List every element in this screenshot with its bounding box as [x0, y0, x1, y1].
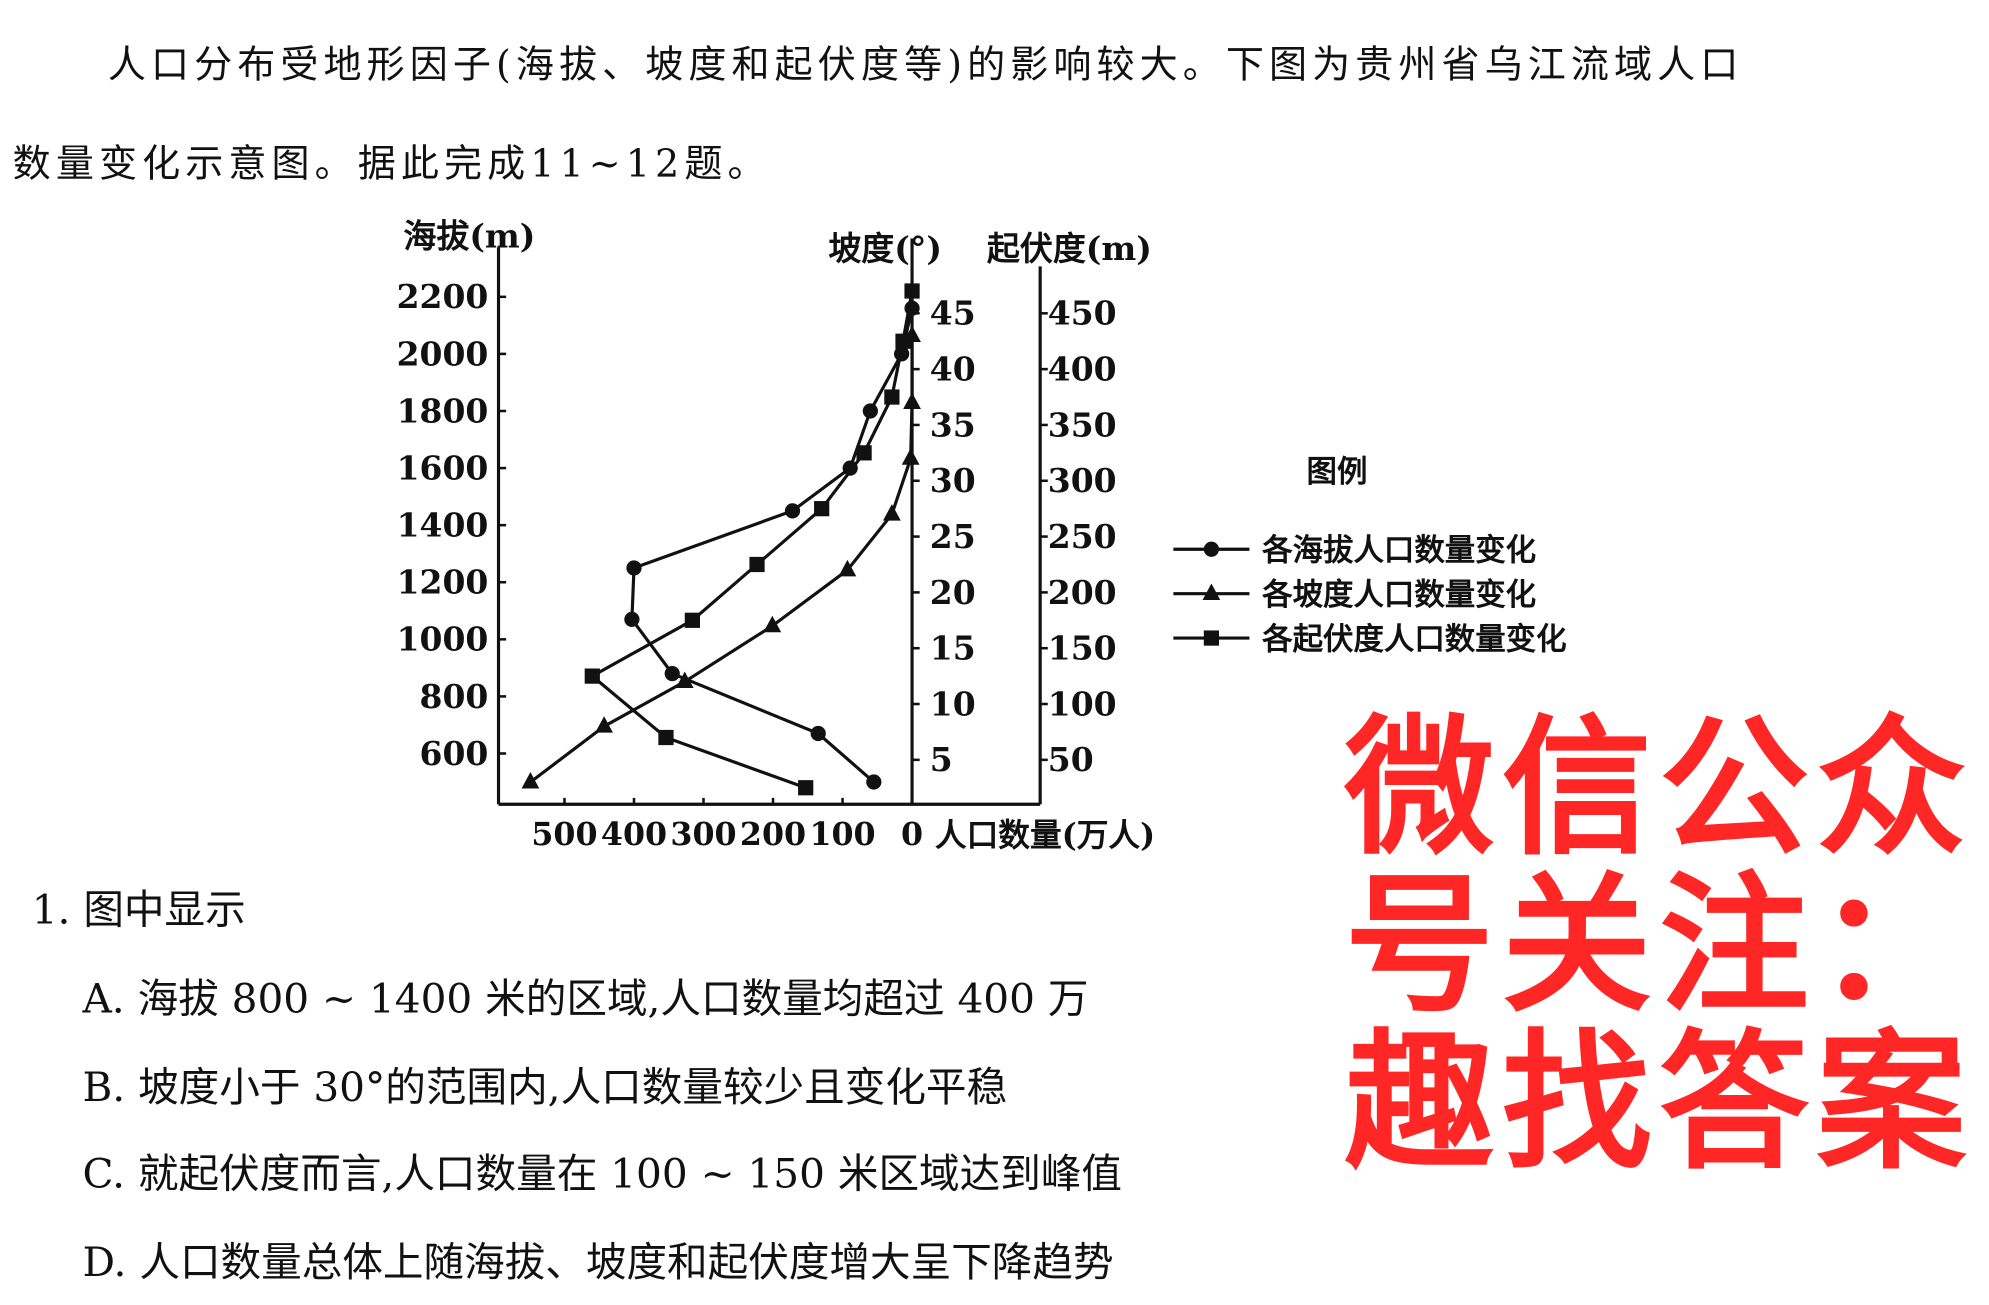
population-chart: 2200200018001600140012001000800600454035…: [397, 216, 1567, 854]
relief-tick-label: 350: [1048, 405, 1117, 444]
data-point-square: [584, 668, 600, 684]
population-tick-label: 0: [901, 816, 923, 853]
population-tick-label: 500: [531, 816, 597, 853]
watermark: 微信公众号关注：趣找答案: [1344, 700, 1974, 1190]
legend-title: 图例: [1307, 454, 1368, 490]
relief-tick-label: 100: [1048, 684, 1117, 723]
intro-line-2: 数量变化示意图。据此完成11~12题。: [12, 142, 771, 187]
legend-marker-circle: [1203, 541, 1220, 557]
legend-label-circle: 各海拔人口数量变化: [1261, 533, 1536, 569]
legend-label-triangle: 各坡度人口数量变化: [1261, 577, 1536, 613]
data-point-square: [684, 612, 700, 628]
legend-label-square: 各起伏度人口数量变化: [1261, 621, 1566, 657]
data-point-triangle: [883, 504, 901, 521]
slope-tick-label: 20: [930, 573, 976, 612]
data-point-circle: [866, 774, 882, 790]
relief-axis-label: 起伏度(m): [987, 229, 1152, 268]
data-point-circle: [810, 725, 826, 742]
data-point-square: [749, 556, 765, 573]
population-tick-label: 200: [740, 816, 806, 853]
altitude-tick-label: 2200: [397, 277, 489, 316]
series-line-triangle: [529, 335, 914, 784]
relief-tick-label: 50: [1048, 740, 1094, 779]
data-point-triangle: [903, 392, 921, 409]
data-point-triangle: [521, 772, 540, 789]
slope-tick-label: 40: [930, 350, 976, 389]
legend-marker-square: [1203, 630, 1220, 646]
relief-tick-label: 250: [1048, 517, 1117, 556]
altitude-tick-label: 1200: [397, 563, 489, 602]
legend-marker-triangle: [1202, 583, 1221, 601]
slope-tick-label: 45: [930, 294, 976, 333]
data-point-circle: [626, 560, 642, 576]
altitude-tick-label: 1400: [397, 506, 489, 545]
relief-tick-label: 450: [1048, 294, 1117, 333]
data-point-circle: [664, 665, 680, 682]
slope-tick-label: 10: [930, 684, 976, 723]
series-line-circle: [630, 307, 914, 784]
slope-tick-label: 35: [930, 405, 976, 444]
data-point-circle: [862, 403, 878, 419]
slope-tick-label: 5: [930, 740, 953, 779]
slope-tick-label: 15: [930, 629, 976, 668]
relief-tick-label: 300: [1048, 461, 1117, 500]
altitude-axis-label: 海拔(m): [403, 216, 535, 255]
data-point-square: [814, 501, 830, 517]
series-line-square: [589, 290, 914, 790]
intro-line-1: 人口分布受地形因子(海拔、坡度和起伏度等)的影响较大。下图为贵州省乌江流域人口: [107, 43, 1744, 88]
population-axis-label: 人口数量(万人): [935, 817, 1155, 854]
population-tick-label: 300: [670, 816, 736, 853]
data-point-square: [884, 389, 900, 405]
option-b[interactable]: B. 坡度小于 30°的范围内,人口数量较少且变化平稳: [82, 1063, 1008, 1112]
population-tick-label: 400: [601, 816, 667, 853]
population-tick-label: 100: [809, 816, 875, 853]
relief-tick-label: 400: [1048, 350, 1117, 389]
question-stem: 1. 图中显示: [31, 885, 246, 934]
data-point-circle: [784, 503, 801, 519]
altitude-tick-label: 800: [420, 677, 489, 716]
altitude-tick-label: 1600: [397, 448, 489, 487]
data-point-triangle: [675, 671, 694, 689]
slope-axis-label: 坡度(°): [828, 229, 942, 268]
altitude-tick-label: 2000: [397, 334, 489, 373]
slope-tick-label: 25: [930, 517, 976, 556]
data-point-square: [658, 729, 674, 746]
data-point-triangle: [838, 559, 857, 577]
data-point-square: [856, 445, 872, 461]
data-point-triangle: [595, 716, 613, 733]
altitude-tick-label: 1000: [397, 620, 489, 659]
relief-tick-label: 200: [1048, 573, 1117, 612]
altitude-tick-label: 600: [420, 734, 489, 773]
data-point-triangle: [901, 448, 920, 465]
data-point-square: [798, 780, 814, 796]
data-point-circle: [624, 611, 640, 627]
option-d[interactable]: D. 人口数量总体上随海拔、坡度和起伏度增大呈下降趋势: [82, 1238, 1114, 1287]
slope-tick-label: 30: [930, 461, 976, 500]
data-point-square: [904, 283, 920, 299]
altitude-tick-label: 1800: [397, 391, 489, 430]
relief-tick-label: 150: [1048, 629, 1117, 668]
data-point-square: [895, 333, 911, 349]
option-a[interactable]: A. 海拔 800 ~ 1400 米的区域,人口数量均超过 400 万: [82, 974, 1089, 1023]
option-c[interactable]: C. 就起伏度而言,人口数量在 100 ~ 150 米区域达到峰值: [82, 1149, 1123, 1198]
data-point-triangle: [763, 615, 782, 633]
